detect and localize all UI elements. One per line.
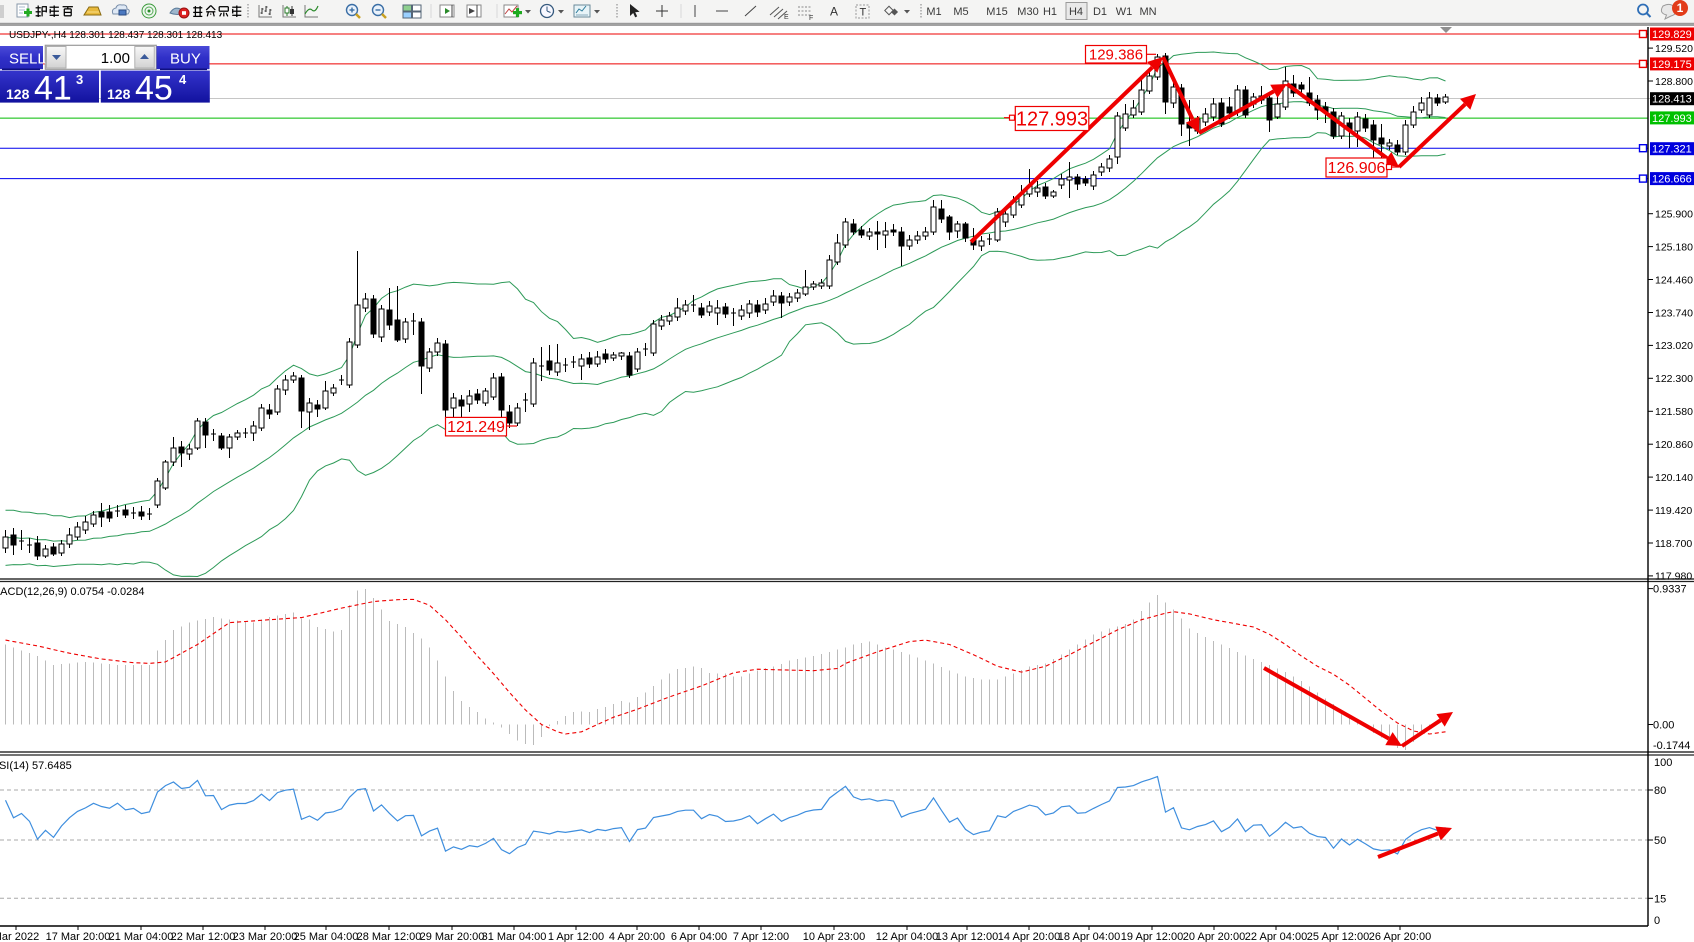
svg-text:100: 100 <box>1654 757 1672 769</box>
svg-text:14 Apr 20:00: 14 Apr 20:00 <box>998 931 1060 942</box>
svg-text:125.900: 125.900 <box>1655 209 1693 221</box>
svg-text:80: 80 <box>1654 785 1666 797</box>
svg-text:127.321: 127.321 <box>1652 144 1692 156</box>
svg-text:4: 4 <box>179 72 187 87</box>
svg-text:20 Apr 20:00: 20 Apr 20:00 <box>1183 931 1245 942</box>
svg-text:E: E <box>784 14 789 21</box>
svg-text:126.666: 126.666 <box>1652 174 1692 186</box>
svg-text:19 Apr 12:00: 19 Apr 12:00 <box>1121 931 1183 942</box>
svg-text:28 Mar 12:00: 28 Mar 12:00 <box>357 931 422 942</box>
svg-text:128.800: 128.800 <box>1655 76 1693 88</box>
svg-text:127.993: 127.993 <box>1016 108 1088 130</box>
svg-text:129.175: 129.175 <box>1652 59 1692 71</box>
svg-text:23 Mar 20:00: 23 Mar 20:00 <box>233 931 298 942</box>
svg-text:18 Apr 04:00: 18 Apr 04:00 <box>1058 931 1120 942</box>
svg-text:0.9337: 0.9337 <box>1653 584 1687 596</box>
svg-text:1.00: 1.00 <box>101 50 130 67</box>
svg-text:128.413: 128.413 <box>1652 94 1692 106</box>
svg-text:120.860: 120.860 <box>1655 439 1693 451</box>
svg-text:-0.1744: -0.1744 <box>1653 740 1690 752</box>
svg-text:50: 50 <box>1654 835 1666 847</box>
svg-text:W1: W1 <box>1116 6 1133 18</box>
svg-text:D1: D1 <box>1093 6 1107 18</box>
svg-text:121.249: 121.249 <box>447 419 505 436</box>
svg-text:3: 3 <box>76 72 83 87</box>
svg-text:MN: MN <box>1139 6 1156 18</box>
svg-text:122.300: 122.300 <box>1655 373 1693 385</box>
svg-text:31 Mar 04:00: 31 Mar 04:00 <box>482 931 547 942</box>
svg-text:120.140: 120.140 <box>1655 472 1693 484</box>
svg-text:22 Apr 04:00: 22 Apr 04:00 <box>1245 931 1307 942</box>
svg-text:10 Apr 23:00: 10 Apr 23:00 <box>803 931 865 942</box>
svg-text:M1: M1 <box>926 6 941 18</box>
svg-text:123.020: 123.020 <box>1655 340 1693 352</box>
svg-text:USDJPY-,H4 128.301 128.437 12: USDJPY-,H4 128.301 128.437 128.301 128.4… <box>9 30 223 41</box>
svg-text:125.180: 125.180 <box>1655 241 1693 253</box>
svg-text:25 Apr 12:00: 25 Apr 12:00 <box>1307 931 1369 942</box>
svg-text:45: 45 <box>135 70 173 108</box>
svg-text:M15: M15 <box>986 6 1007 18</box>
svg-text:129.386: 129.386 <box>1089 46 1143 63</box>
svg-text:MACD(12,26,9) 0.0754 -0.0284: MACD(12,26,9) 0.0754 -0.0284 <box>0 586 144 598</box>
svg-text:21 Mar 04:00: 21 Mar 04:00 <box>109 931 174 942</box>
svg-text:124.460: 124.460 <box>1655 274 1693 286</box>
svg-text:12 Apr 04:00: 12 Apr 04:00 <box>876 931 938 942</box>
svg-text:1 Apr 12:00: 1 Apr 12:00 <box>548 931 604 942</box>
svg-text:118.700: 118.700 <box>1655 538 1692 550</box>
svg-text:119.420: 119.420 <box>1655 505 1692 517</box>
svg-text:BUY: BUY <box>170 51 201 68</box>
svg-text:128: 128 <box>107 86 131 102</box>
svg-text:H4: H4 <box>1069 6 1083 18</box>
svg-text:15: 15 <box>1654 893 1666 905</box>
svg-text:0.00: 0.00 <box>1653 720 1674 732</box>
svg-text:29 Mar 20:00: 29 Mar 20:00 <box>420 931 485 942</box>
svg-text:26 Apr 20:00: 26 Apr 20:00 <box>1369 931 1431 942</box>
svg-text:1: 1 <box>1677 1 1684 15</box>
svg-text:Mar 2022: Mar 2022 <box>0 931 39 942</box>
svg-text:4 Apr 20:00: 4 Apr 20:00 <box>609 931 665 942</box>
svg-text:129.829: 129.829 <box>1652 29 1692 41</box>
svg-text:13 Apr 12:00: 13 Apr 12:00 <box>936 931 998 942</box>
svg-text:121.580: 121.580 <box>1655 406 1693 418</box>
svg-text:F: F <box>809 15 813 22</box>
svg-text:126.906: 126.906 <box>1328 160 1386 177</box>
svg-text:129.520: 129.520 <box>1655 43 1693 55</box>
svg-text:M30: M30 <box>1017 6 1038 18</box>
svg-text:T: T <box>860 7 867 19</box>
svg-text:128: 128 <box>6 86 30 102</box>
svg-text:22 Mar 12:00: 22 Mar 12:00 <box>171 931 236 942</box>
svg-text:127.993: 127.993 <box>1652 113 1692 125</box>
svg-text:SELL: SELL <box>9 51 46 68</box>
svg-text:RSI(14) 57.6485: RSI(14) 57.6485 <box>0 760 72 772</box>
svg-text:M5: M5 <box>953 6 968 18</box>
svg-text:17 Mar 20:00: 17 Mar 20:00 <box>46 931 111 942</box>
svg-text:A: A <box>830 5 838 19</box>
svg-text:H1: H1 <box>1043 6 1057 18</box>
svg-text:7 Apr 12:00: 7 Apr 12:00 <box>733 931 789 942</box>
svg-text:117.980: 117.980 <box>1655 571 1692 583</box>
svg-text:0: 0 <box>1654 915 1660 927</box>
svg-text:41: 41 <box>34 70 72 108</box>
svg-text:6 Apr 04:00: 6 Apr 04:00 <box>671 931 727 942</box>
svg-text:25 Mar 04:00: 25 Mar 04:00 <box>294 931 359 942</box>
svg-text:123.740: 123.740 <box>1655 307 1693 319</box>
